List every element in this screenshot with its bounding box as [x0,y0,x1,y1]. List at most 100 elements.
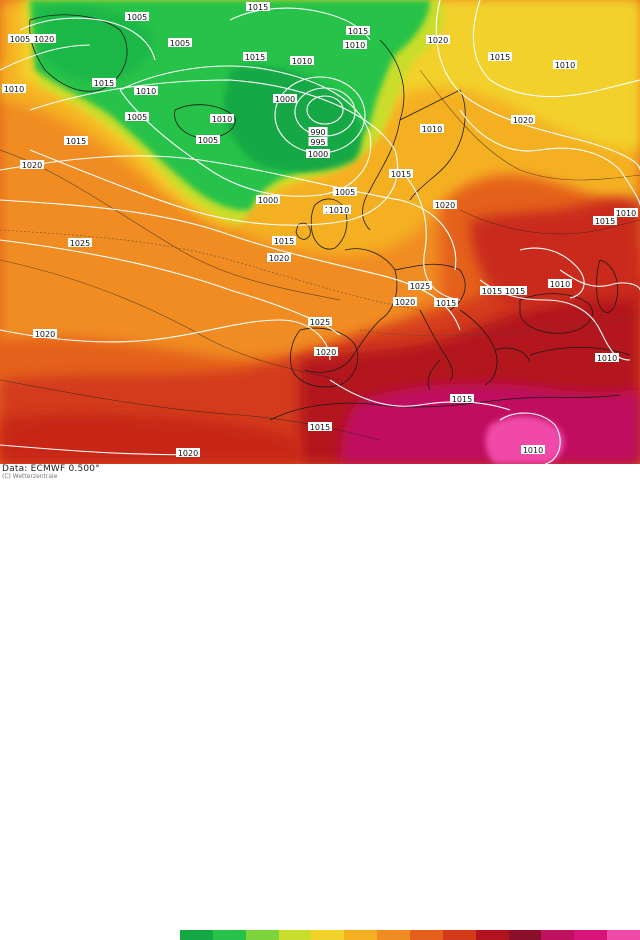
isobar-label-box [308,137,328,146]
isobar-label-box [196,135,220,144]
isobar-label-box [134,86,158,95]
coast-turkey [529,347,631,356]
isobar-1010-c [472,0,640,98]
isobar-label-box [243,52,267,61]
isobar-label: 1005 [333,187,357,197]
isobar-label: 1015 [272,236,296,246]
isobar-label: 1020 [314,347,338,357]
isobar-1010-high-se [499,412,561,464]
isobar-label: 1015 [246,2,270,12]
scale-swatch [508,930,542,940]
isobar-label-text: 1015 [66,137,86,146]
isobar-label-text: 1005 [127,113,147,122]
isobar-label-text: 1000 [275,95,295,104]
isobar-label-box [593,216,617,225]
isobar-label: 1010 [210,114,234,124]
isobar-label-box [125,112,149,121]
isobar-label: 1020 [433,200,457,210]
color-scale [180,930,640,940]
isobar-label-text: 1020 [269,254,289,263]
field-deep-red-sw [0,414,300,464]
isobar-label-text: 1020 [435,201,455,210]
isobar-label: 1015 [346,26,370,36]
isobar-label-text: 1025 [310,318,330,327]
isobar-label-text: 1015 [245,53,265,62]
coast-scandinavia [362,39,466,231]
isobar-label: 1020 [32,34,56,44]
isobar-label: 1015 [503,286,527,296]
scale-swatch [180,930,213,940]
isobar-1020-e [0,44,91,71]
field-red-east [470,197,640,310]
isobar-1020-b [0,319,331,361]
isobar-label-text: 1015 [391,170,411,179]
isobar-label: 1005 [125,112,149,122]
isobar-label-box [346,26,370,35]
isobar-label-text: 1020 [395,298,415,307]
field-green-patch-nw [40,6,153,81]
isobar-label: 1010 [614,208,638,218]
isobar-label: 1010 [327,205,351,215]
isobar-1015-a [0,155,457,271]
isobar-label-box [434,298,458,307]
scale-swatch [212,930,246,940]
isobar-label-box [2,84,26,93]
coast-iberia [290,327,359,388]
coast-caspian [596,259,619,313]
isobar-label: 1000 [273,94,297,104]
isobar-label: 990 [308,127,328,137]
scale-swatch [278,930,312,940]
contour-1 [0,149,341,301]
field-magenta [340,383,640,464]
isobar-label: 1010 [595,353,619,363]
isobar-label-box [32,34,56,43]
isobar-label-box [511,115,535,124]
isobar-label-text: 990 [310,128,325,137]
coastlines [29,14,631,421]
isobar-1015-b [329,379,511,411]
isobar-label: 1015 [450,394,474,404]
isobar-label-text: 1010 [4,85,24,94]
isobar-label: 1010 [553,60,577,70]
isobar-label-text: 1000 [258,196,278,205]
isobar-label-text: 995 [310,138,325,147]
thickness-contours [0,69,640,441]
isobar-label: 1020 [393,297,417,307]
isobar-label-box [64,136,88,145]
isobar-label-text: 1020 [22,161,42,170]
isobar-label-text: 1015 [490,53,510,62]
isobar-label-text: 1010 [597,354,617,363]
isobar-label: 1005 [196,135,220,145]
isobar-label-box [408,281,432,290]
isobar-1010-a [29,79,399,226]
isobar-1020-c [0,444,201,456]
isobar-label-box [68,238,92,247]
isobar-1015-e [519,247,585,299]
isobar-label-box [308,317,332,326]
isobar-label: 1010 [343,40,367,50]
isobar-label-box [333,187,357,196]
scale-swatch [574,930,608,940]
scale-swatch [344,930,378,940]
isobar-label: 1025 [68,238,92,248]
isobar-label-box [595,353,619,362]
isobar-label-box [272,236,296,245]
isobar-label: 1025 [408,281,432,291]
isobar-label: 1015 [308,422,332,432]
isobar-label-text: 1020 [428,36,448,45]
isobar-label-box [33,329,57,338]
isobar-1015-f [19,17,156,61]
isobar-1005-a [119,65,372,197]
isobar-label: 1015 [434,298,458,308]
isobar-label: 1015 [243,52,267,62]
isobar-label: 1020 [20,160,44,170]
scale-swatch [475,930,509,940]
isobar-label-text: 1015 [348,27,368,36]
isobar-label-text: 1010 [555,61,575,70]
isobar-label: 1010 [134,86,158,96]
isobar-label-text: 1020 [316,348,336,357]
scale-swatch [377,930,411,940]
isobar-label-box [393,297,417,306]
isobar-label-text: 1020 [34,35,54,44]
